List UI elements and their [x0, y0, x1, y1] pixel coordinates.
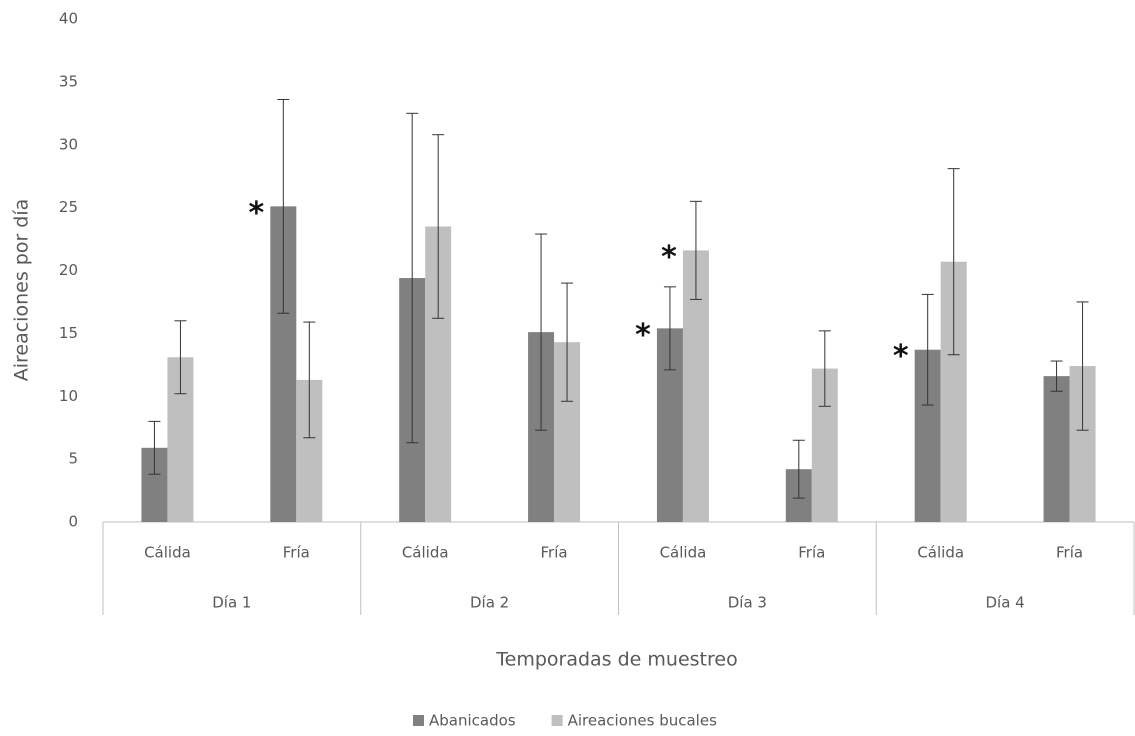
group-label: Día 3 [728, 594, 767, 612]
error-bar [561, 282, 574, 402]
error-bar [1050, 360, 1063, 392]
error-bar [921, 293, 934, 406]
error-bar [689, 200, 702, 300]
significance-mark: * [661, 240, 677, 275]
x-tick-label: Fría [283, 544, 310, 562]
error-bar [174, 320, 187, 395]
error-bar [663, 286, 676, 371]
y-tick-label: 40 [59, 10, 78, 28]
legend-label: Abanicados [429, 712, 516, 730]
y-tick-label: 0 [68, 513, 78, 531]
error-bar [148, 420, 161, 475]
y-tick-label: 25 [59, 198, 78, 216]
y-tick-label: 30 [59, 135, 78, 153]
error-bar [818, 330, 831, 407]
y-tick-label: 15 [59, 324, 78, 342]
x-tick-label: Fría [541, 544, 568, 562]
bar [1043, 376, 1070, 522]
x-tick-label: Cálida [402, 544, 449, 562]
y-tick-label: 10 [59, 387, 78, 405]
group-label: Día 4 [986, 594, 1025, 612]
y-tick-label: 20 [59, 261, 78, 279]
x-tick-label: Fría [1056, 544, 1083, 562]
y-tick-label: 35 [59, 72, 78, 90]
legend-swatch [413, 715, 424, 726]
group-label: Día 2 [470, 594, 509, 612]
x-axis-title: Temporadas de muestreo [495, 649, 737, 671]
error-bar [277, 98, 290, 314]
group-label: Día 1 [212, 594, 251, 612]
significance-mark: * [893, 339, 909, 374]
y-tick-label: 5 [68, 450, 78, 468]
y-axis-title: Aireaciones por día [11, 199, 33, 382]
error-bar [792, 439, 805, 499]
error-bar [406, 112, 419, 444]
error-bar [303, 321, 316, 439]
x-tick-label: Cálida [144, 544, 191, 562]
significance-mark: * [635, 318, 651, 353]
x-tick-label: Cálida [660, 544, 707, 562]
x-tick-label: Cálida [917, 544, 964, 562]
error-bar [432, 134, 445, 319]
error-bar [1076, 301, 1089, 431]
error-bar [947, 168, 960, 356]
x-tick-label: Fría [798, 544, 825, 562]
legend-label: Aireaciones bucales [568, 712, 717, 730]
significance-mark: * [248, 196, 264, 231]
legend-swatch [551, 715, 563, 726]
error-bar [535, 233, 548, 431]
